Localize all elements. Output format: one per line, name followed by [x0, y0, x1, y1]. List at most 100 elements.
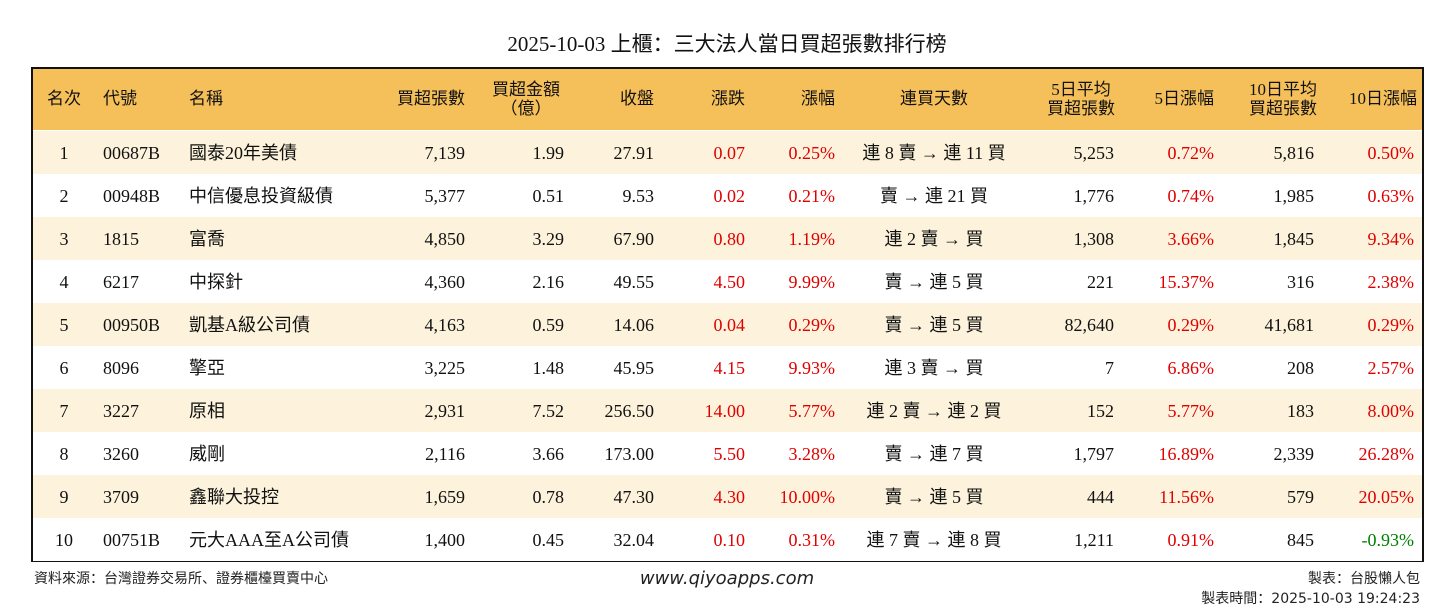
cell: 8.00% [1367, 401, 1415, 421]
cell: 10.00% [779, 487, 836, 507]
header-line: 買超金額 [492, 80, 560, 99]
cell: 0.21% [788, 186, 836, 206]
cell: 2,931 [424, 401, 466, 421]
cell: 賣 → 連 5 買 [884, 272, 984, 292]
cell: 14.00 [704, 401, 746, 421]
cell: 152 [1087, 401, 1114, 421]
header-line: （億） [500, 99, 552, 118]
cell: 20.05% [1358, 487, 1415, 507]
cell: 0.10 [713, 530, 746, 550]
header-line: 10日漲幅 [1349, 89, 1417, 108]
header-cell: 漲幅 [801, 89, 835, 108]
cell: 7.52 [532, 401, 565, 421]
cell: 1,308 [1073, 229, 1115, 249]
cell: 3709 [103, 487, 139, 507]
cell: 7 [59, 401, 69, 421]
header-cell: 10日漲幅 [1323, 89, 1443, 108]
header-cell: 漲跌 [711, 89, 745, 108]
cell: 0.04 [713, 315, 746, 335]
cell: 208 [1287, 358, 1314, 378]
cell: 0.78 [532, 487, 565, 507]
cell: 0.25% [788, 143, 836, 163]
cell: 4,850 [424, 229, 466, 249]
cell: 2.57% [1367, 358, 1415, 378]
cell: 16.89% [1158, 444, 1215, 464]
cell: 3 [59, 229, 69, 249]
table-row: 8 3260 威剛 2,116 3.66 173.00 5.50 3.28% 賣 → 連 7 買… [33, 432, 1422, 475]
cell: 4.50 [713, 272, 746, 292]
cell: 8 [59, 444, 69, 464]
cell: 579 [1287, 487, 1314, 507]
cell: 5 [59, 315, 69, 335]
cell: 00948B [103, 186, 161, 206]
cell: 1,659 [424, 487, 466, 507]
header-line: 5日平均 [1051, 80, 1111, 99]
cell: 82,640 [1064, 315, 1115, 335]
cell: 1,845 [1273, 229, 1315, 249]
table: 名次 代號 名稱 買超張數 買超金額 （億） 收盤 漲跌 漲幅 連買天數 5日平均 買超張數 5日漲幅 1… [31, 67, 1424, 562]
header-cell: 連買天數 [784, 89, 1084, 108]
header-line: 名稱 [189, 89, 223, 108]
header-cell: 5日漲幅 [1155, 89, 1215, 108]
cell: 賣 → 連 5 買 [884, 315, 984, 335]
table-row: 9 3709 鑫聯大投控 1,659 0.78 47.30 4.30 10.00% 賣 → 連 … [33, 475, 1422, 518]
table-row: 2 00948B 中信優息投資級債 5,377 0.51 9.53 0.02 0.21% 賣 →… [33, 174, 1422, 217]
cell: 0.50% [1367, 143, 1415, 163]
cell: 原相 [189, 401, 225, 421]
cell: 1,400 [424, 530, 466, 550]
cell: 0.80 [713, 229, 746, 249]
cell: 27.91 [613, 143, 655, 163]
cell: 0.07 [713, 143, 746, 163]
cell: 3.28% [788, 444, 836, 464]
cell: 14.06 [613, 315, 655, 335]
cell: 47.30 [613, 487, 655, 507]
cell: 0.29% [788, 315, 836, 335]
cell: 26.28% [1358, 444, 1415, 464]
cell: 173.00 [604, 444, 655, 464]
cell: 國泰20年美債 [189, 143, 297, 163]
cell: 1,985 [1273, 186, 1315, 206]
cell: 5.50 [713, 444, 746, 464]
cell: 9.53 [622, 186, 655, 206]
cell: 1.48 [532, 358, 565, 378]
table-row: 6 8096 擎亞 3,225 1.48 45.95 4.15 9.93% 連 3 賣 → 買 7… [33, 346, 1422, 389]
cell: 4,360 [424, 272, 466, 292]
cell: 賣 → 連 5 買 [884, 487, 984, 507]
cell: 49.55 [613, 272, 655, 292]
cell: 1,797 [1073, 444, 1115, 464]
cell: 連 3 賣 → 買 [884, 358, 984, 378]
cell: 7,139 [424, 143, 466, 163]
cell: 845 [1287, 530, 1314, 550]
header-line: 名次 [47, 89, 81, 108]
cell: 0.31% [788, 530, 836, 550]
maker: 製表：台股懶人包 [1308, 571, 1420, 587]
cell: 鑫聯大投控 [189, 487, 279, 507]
cell: 41,681 [1264, 315, 1315, 335]
cell: 連 2 賣 → 買 [884, 229, 984, 249]
cell: 67.90 [613, 229, 655, 249]
header-cell: 10日平均 買超張數 [1223, 80, 1343, 118]
cell: 5,377 [424, 186, 466, 206]
cell: 0.74% [1167, 186, 1215, 206]
cell: 0.29% [1367, 315, 1415, 335]
header-line: 漲跌 [711, 89, 745, 108]
table-row: 10 00751B 元大AAA至A公司債 1,400 0.45 32.04 0.10 0.31… [33, 518, 1422, 561]
cell: 0.91% [1167, 530, 1215, 550]
cell: 316 [1287, 272, 1314, 292]
cell: 0.51 [532, 186, 565, 206]
cell: 0.02 [713, 186, 746, 206]
cell: 6217 [103, 272, 139, 292]
header-cell: 名稱 [189, 89, 223, 108]
cell: 0.45 [532, 530, 565, 550]
header-cell: 買超金額 （億） [466, 80, 586, 118]
cell: 10 [55, 530, 73, 550]
table-row: 7 3227 原相 2,931 7.52 256.50 14.00 5.77% 連 2 賣 → … [33, 389, 1422, 432]
header-line: 收盤 [620, 89, 654, 108]
cell: 2 [59, 186, 69, 206]
table-header: 名次 代號 名稱 買超張數 買超金額 （億） 收盤 漲跌 漲幅 連買天數 5日平均 買超張數 5日漲幅 1… [33, 69, 1422, 130]
cell: 賣 → 連 21 買 [880, 186, 988, 206]
cell: 0.59 [532, 315, 565, 335]
cell: 連 2 賣 → 連 2 買 [866, 401, 1002, 421]
cell: 15.37% [1158, 272, 1215, 292]
